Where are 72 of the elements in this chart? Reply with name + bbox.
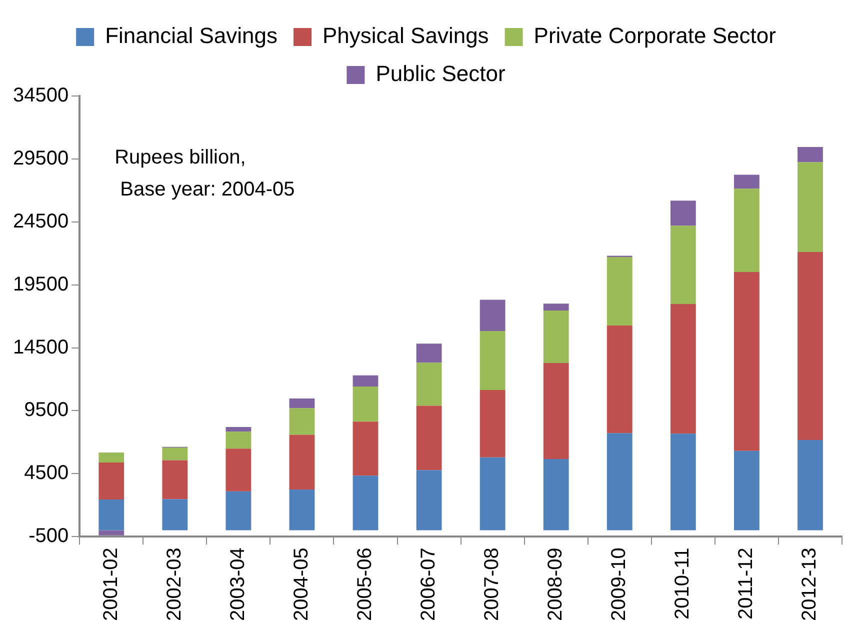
bar	[352, 476, 378, 530]
annotation: Base year: 2004-05	[114, 178, 295, 201]
bar	[734, 188, 760, 272]
bar	[543, 304, 569, 311]
bar	[352, 386, 378, 422]
bar	[98, 530, 124, 536]
bar	[289, 398, 315, 408]
x-tick-label: 2009-10	[608, 548, 630, 622]
bar	[352, 422, 378, 476]
bar	[416, 362, 442, 406]
bar	[606, 433, 632, 530]
bar	[734, 272, 760, 451]
bar	[480, 457, 506, 530]
x-tick-label: 2006-07	[418, 548, 440, 622]
bar	[98, 462, 124, 500]
x-tick-label: 2003-04	[226, 548, 249, 622]
bar	[98, 452, 124, 463]
bar	[226, 448, 252, 492]
x-tick-label: 2010-11	[672, 548, 694, 620]
y-tick-label: 29500	[12, 147, 69, 170]
bar	[289, 434, 315, 490]
bar	[480, 330, 506, 390]
legend-label: Public Sector	[376, 61, 506, 86]
bar	[226, 427, 252, 432]
y-tick-label: 9500	[24, 399, 69, 422]
bar	[416, 406, 442, 470]
bar	[670, 226, 696, 304]
annotation: Rupees billion,	[114, 146, 246, 169]
bar	[606, 326, 632, 434]
bar	[416, 344, 442, 363]
y-tick-label: 4500	[24, 462, 69, 484]
y-tick-label: 19500	[12, 273, 69, 296]
bar	[162, 447, 188, 460]
y-tick-label: 24500	[12, 210, 69, 232]
bar	[543, 310, 569, 364]
legend-label: Physical Savings	[322, 23, 489, 48]
legend-label: Financial Savings	[105, 23, 278, 48]
bar	[734, 174, 760, 189]
x-tick-label: 2001-02	[100, 548, 122, 622]
x-tick-label: 2012-13	[798, 548, 821, 622]
bar	[606, 256, 632, 326]
y-tick-label: 34500	[12, 84, 69, 107]
x-tick-label: 2002-03	[163, 548, 186, 622]
bar	[226, 491, 252, 530]
bar	[798, 252, 823, 440]
bar	[734, 450, 760, 530]
bar	[480, 300, 506, 331]
bar	[670, 434, 696, 530]
bar	[480, 390, 506, 458]
x-tick-label: 2008-09	[544, 548, 567, 622]
x-tick-label: 2004-05	[290, 548, 312, 622]
bar	[226, 432, 252, 449]
bar	[162, 499, 188, 530]
bar	[670, 200, 696, 226]
bar	[416, 470, 442, 530]
bar	[798, 147, 823, 162]
bar	[162, 460, 188, 500]
bar	[543, 459, 569, 530]
y-tick-label: 14500	[12, 336, 69, 358]
bar	[670, 304, 696, 434]
bar	[798, 440, 823, 530]
bar	[798, 162, 823, 252]
y-tick-label: -500	[28, 525, 69, 548]
bar	[98, 500, 124, 530]
x-tick-label: 2005-06	[354, 548, 376, 622]
bar	[543, 363, 569, 460]
x-tick-label: 2011-12	[735, 548, 758, 620]
bar	[352, 375, 378, 387]
bar	[289, 489, 315, 530]
x-tick-label: 2007-08	[481, 548, 504, 622]
legend-label: Private Corporate Sector	[534, 23, 776, 48]
bar	[289, 408, 315, 435]
